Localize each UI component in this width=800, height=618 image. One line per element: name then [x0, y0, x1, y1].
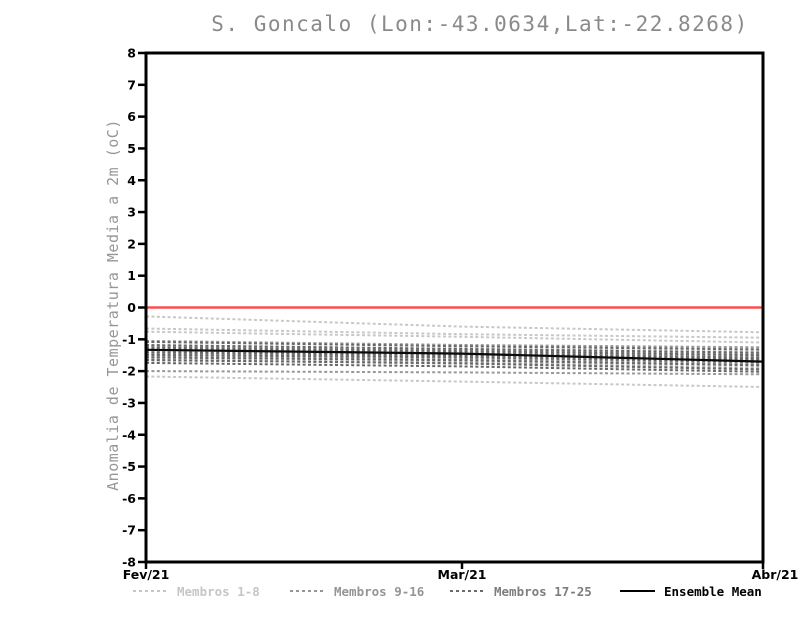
legend-item-ensemble-mean: Ensemble Mean: [620, 583, 762, 599]
legend-item-membros-1-8: Membros 1-8: [133, 583, 260, 599]
legend-label: Membros 17-25: [494, 583, 592, 599]
dashed-line-sample-icon: [290, 590, 325, 592]
svg-text:-3: -3: [122, 395, 136, 410]
svg-text:-8: -8: [122, 555, 136, 570]
chart-title: S. Goncalo (Lon:-43.0634,Lat:-22.8268): [211, 12, 749, 36]
svg-text:8: 8: [127, 46, 136, 61]
legend-label: Membros 1-8: [177, 583, 260, 599]
svg-text:7: 7: [127, 77, 136, 92]
svg-text:1: 1: [127, 268, 136, 283]
svg-text:-7: -7: [122, 523, 136, 538]
legend-label: Membros 9-16: [334, 583, 425, 599]
legend-item-membros-9-16: Membros 9-16: [290, 583, 424, 599]
svg-text:Fev/21: Fev/21: [123, 567, 170, 582]
svg-text:6: 6: [127, 109, 136, 124]
solid-line-sample-icon: [620, 590, 655, 592]
dashed-line-sample-icon: [450, 590, 485, 592]
svg-text:Mar/21: Mar/21: [438, 567, 487, 582]
legend: Membros 1-8 Membros 9-16 Membros 17-25 E…: [0, 583, 800, 601]
svg-text:-5: -5: [122, 459, 136, 474]
svg-text:-4: -4: [122, 427, 136, 442]
svg-text:Abr/21: Abr/21: [752, 567, 799, 582]
svg-text:-6: -6: [122, 491, 136, 506]
svg-text:5: 5: [127, 141, 136, 156]
svg-text:3: 3: [127, 205, 136, 220]
legend-label: Ensemble Mean: [664, 583, 762, 599]
svg-text:-2: -2: [122, 364, 136, 379]
legend-item-membros-17-25: Membros 17-25: [450, 583, 592, 599]
svg-text:-1: -1: [122, 332, 136, 347]
svg-text:0: 0: [127, 300, 136, 315]
svg-text:2: 2: [127, 236, 136, 251]
svg-text:4: 4: [127, 173, 136, 188]
dashed-line-sample-icon: [133, 590, 168, 592]
